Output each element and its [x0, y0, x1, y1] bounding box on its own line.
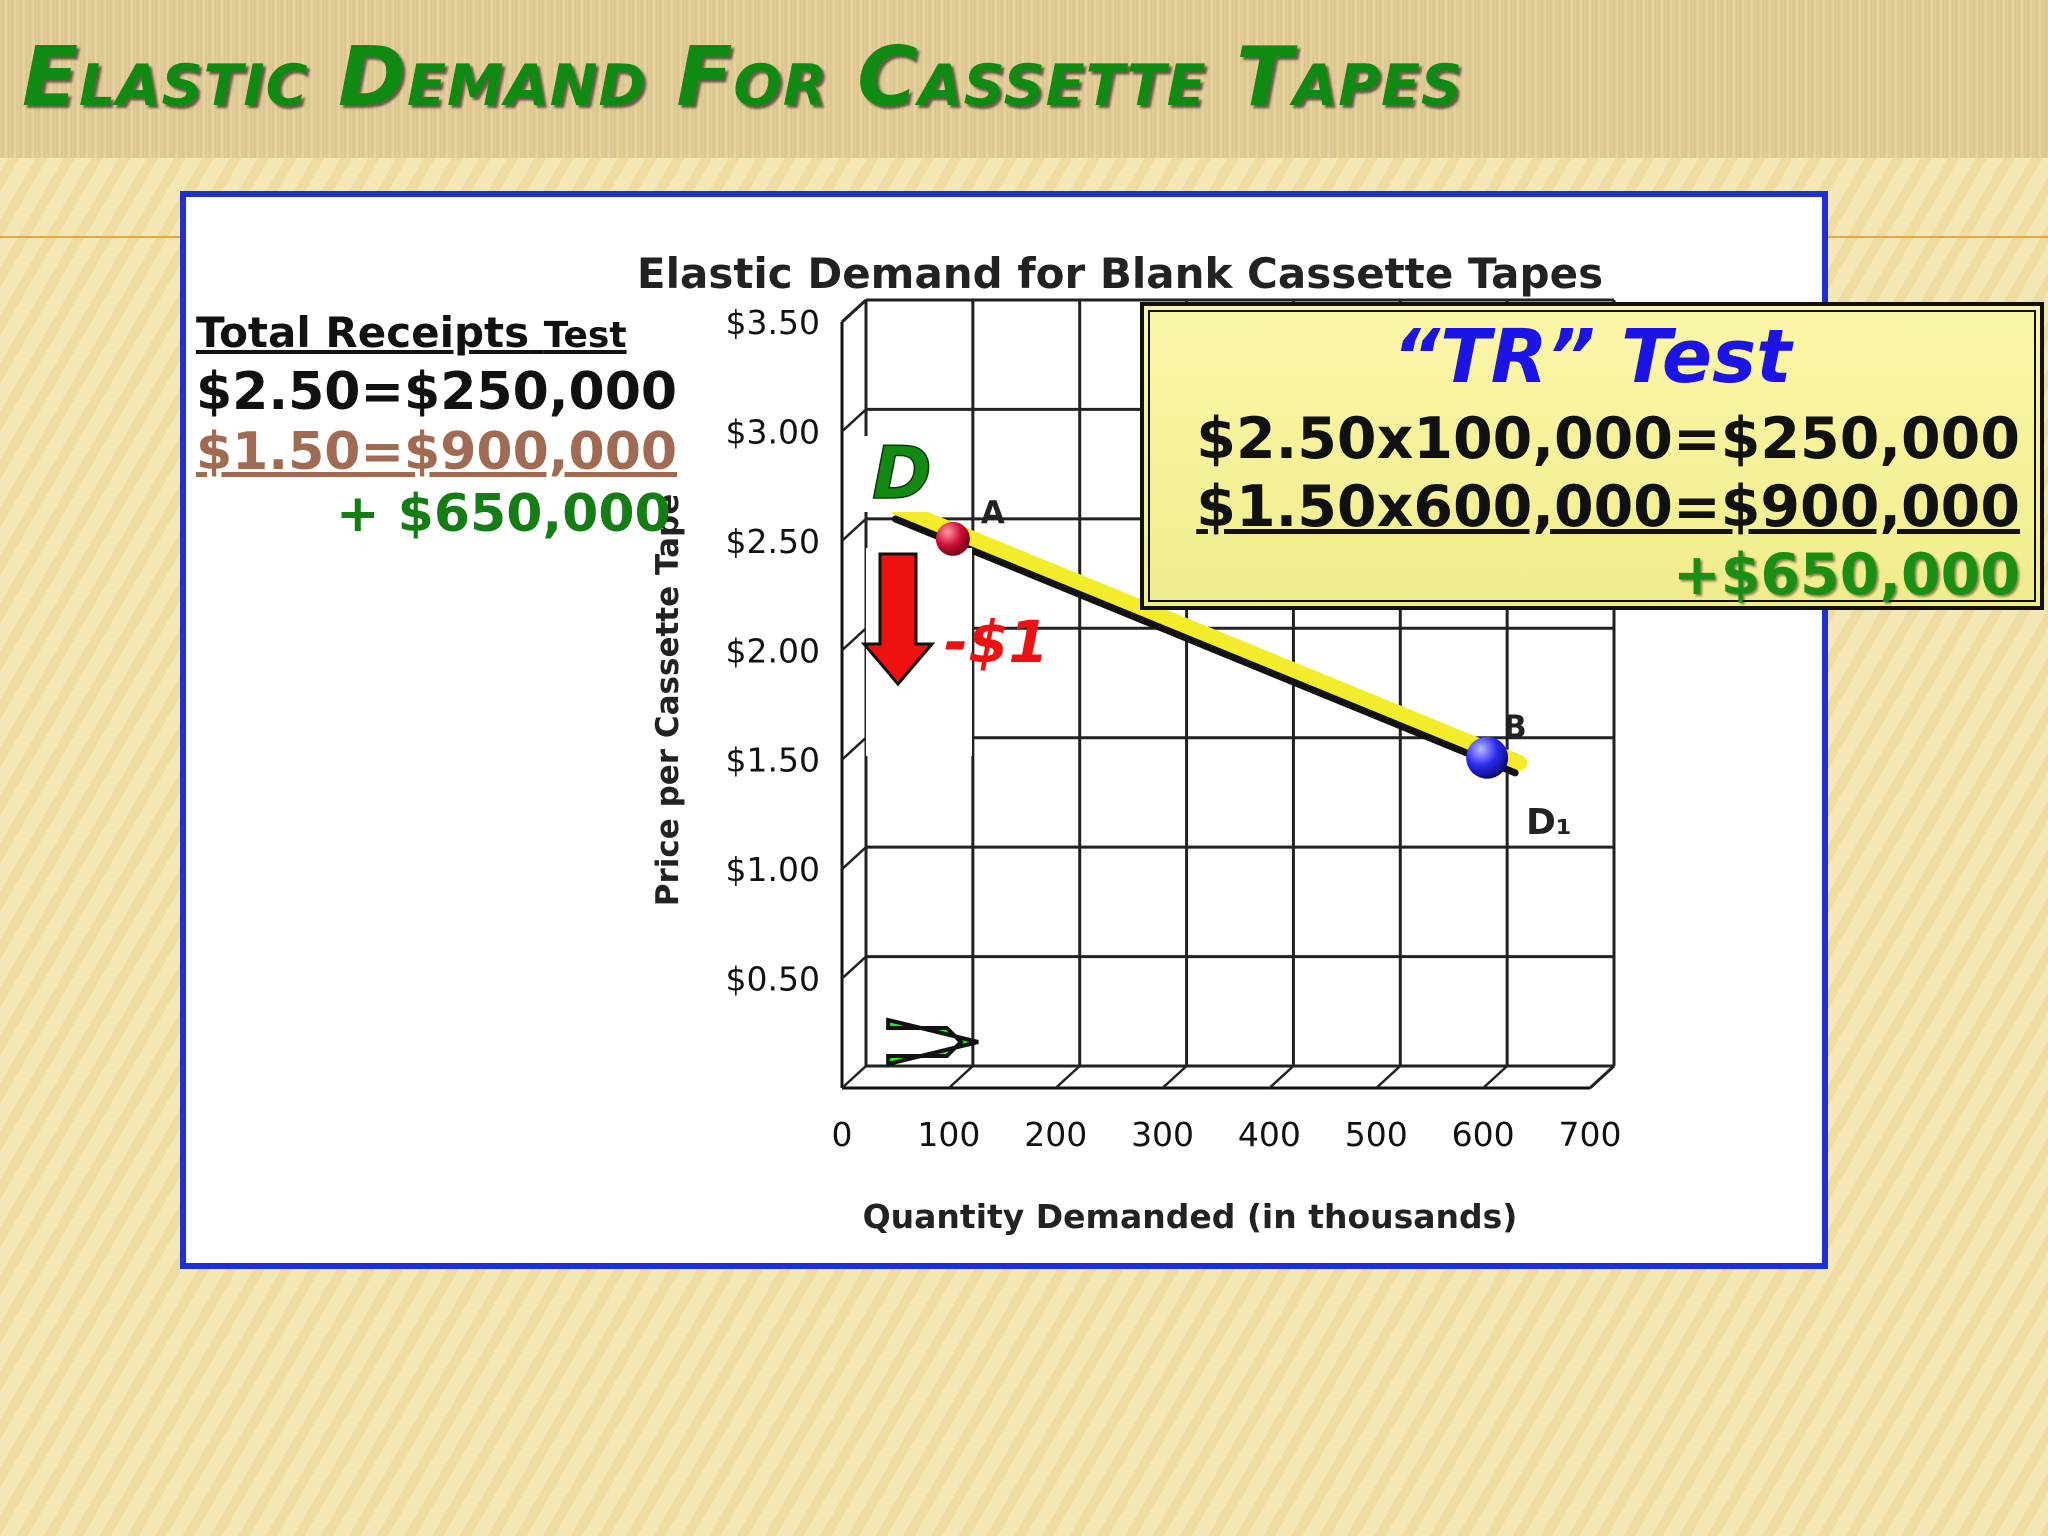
side-wall-connector: [841, 955, 867, 980]
y-tick-label: $3.00: [726, 412, 820, 451]
side-wall-connector: [841, 736, 867, 761]
curve-label-d: D: [872, 431, 932, 515]
point-b-marker: [1466, 736, 1509, 779]
y-tick-label: $0.50: [726, 960, 820, 999]
tr-test-box: “TR” Test $2.50x100,000=$250,000 $1.50x6…: [1140, 302, 2044, 610]
floor-connector: [1589, 1065, 1615, 1089]
receipts-row-1: $2.50=$250,000: [196, 362, 678, 422]
side-wall-connector: [841, 627, 867, 652]
x-tick-label: 400: [1238, 1115, 1301, 1154]
receipts-row-3: + $650,000: [336, 484, 671, 544]
x-tick-label: 500: [1345, 1115, 1408, 1154]
x-tick-label: 600: [1452, 1115, 1515, 1154]
side-wall-connector: [841, 846, 867, 871]
quantity-increase-arrow: [886, 1017, 979, 1067]
tr-test-line-1: $2.50x100,000=$250,000: [1196, 406, 2020, 472]
x-tick-label: 0: [832, 1115, 853, 1154]
slide-title: Elastic Demand For Cassette Tapes: [22, 30, 1463, 125]
chart-title: Elastic Demand for Blank Cassette Tapes: [637, 249, 1603, 298]
floor-connector: [1375, 1065, 1402, 1089]
tr-test-line-2: $1.50x600,000=$900,000: [1196, 474, 2020, 540]
demand-curve-line: [891, 515, 1519, 777]
floor-connector: [1482, 1065, 1508, 1089]
total-receipts-heading-main: Total Receipts: [196, 308, 530, 357]
y-tick-label: $2.00: [726, 631, 820, 670]
price-change-label: -$1: [944, 608, 1049, 676]
point-a-marker: [935, 521, 970, 556]
d-label-backdrop: [862, 436, 944, 512]
total-receipts-heading: Total Receipts Test: [196, 308, 627, 357]
x-tick-label: 200: [1024, 1115, 1087, 1154]
receipts-row-2: $1.50=$900,000: [196, 422, 678, 482]
x-axis-label: Quantity Demanded (in thousands): [863, 1197, 1518, 1236]
y-tick-label: $1.00: [726, 850, 820, 889]
floor-connector: [948, 1065, 974, 1089]
floor-connector: [1054, 1065, 1081, 1089]
y-tick-label: $3.50: [726, 303, 820, 342]
curve-label-d1: D₁: [1526, 802, 1572, 843]
point-a-label: A: [981, 495, 1005, 531]
point-b-label: B: [1503, 710, 1527, 746]
floor-connector: [1161, 1065, 1188, 1089]
price-decrease-arrow: [860, 552, 936, 687]
x-tick-label: 100: [917, 1115, 980, 1154]
x-tick-label: 700: [1559, 1115, 1622, 1154]
total-receipts-heading-small: Test: [543, 315, 627, 356]
side-wall-connector: [841, 517, 867, 542]
y-axis-label: Price per Cassette Tape: [650, 494, 686, 906]
x-tick-label: 300: [1131, 1115, 1194, 1154]
y-tick-label: $2.50: [726, 522, 820, 561]
y-tick-label: $1.50: [726, 741, 820, 780]
title-bar: [0, 0, 2048, 158]
side-wall-connector: [841, 408, 867, 433]
floor-connector: [1268, 1065, 1295, 1089]
side-wall-connector: [841, 299, 867, 323]
tr-test-title: “TR” Test: [1392, 314, 1792, 400]
tr-test-line-3: +$650,000: [1672, 542, 2020, 608]
demand-curve-highlight: [891, 500, 1528, 771]
floor-connector: [841, 1065, 867, 1089]
